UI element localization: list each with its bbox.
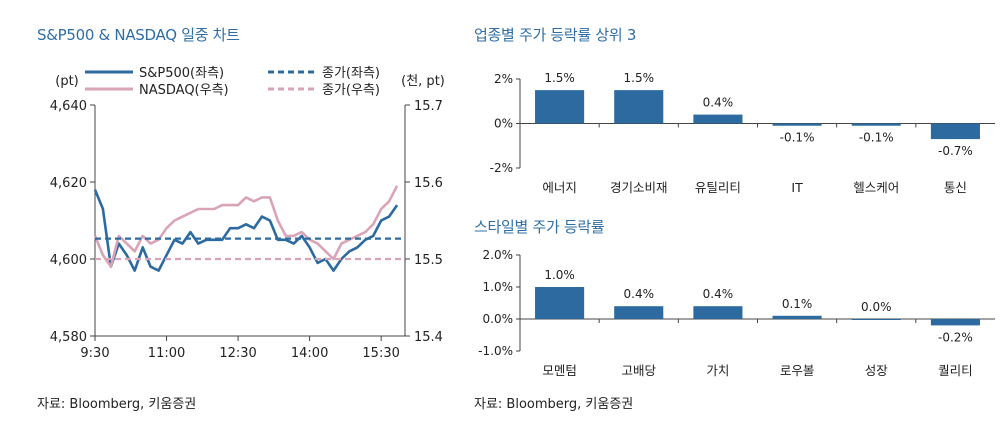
bar-y-tick-label: 2% xyxy=(494,72,513,86)
bar xyxy=(851,123,901,126)
left-chart-title: S&P500 & NASDAQ 일중 차트 xyxy=(37,26,240,44)
right-tick-label: 15.5 xyxy=(414,253,443,268)
legend-label: 종가(우측) xyxy=(322,83,380,98)
left-source-note: 자료: Bloomberg, 키움증권 xyxy=(37,397,197,412)
legend-label: S&P500(좌측) xyxy=(139,66,224,81)
bar-value-label: 0.1% xyxy=(782,297,813,311)
bar-value-label: 1.5% xyxy=(624,71,655,85)
right-tick-label: 15.6 xyxy=(414,176,443,191)
bar-category-label: IT xyxy=(791,180,803,195)
bar-value-label: -0.1% xyxy=(859,131,894,145)
left-unit-label: (pt) xyxy=(55,74,79,89)
right-source-note: 자료: Bloomberg, 키움증권 xyxy=(474,397,634,412)
bar-category-label: 가치 xyxy=(706,363,729,378)
right-unit-label: (천, pt) xyxy=(401,74,445,89)
right-tick-label: 15.4 xyxy=(414,330,443,345)
line-chart: 4,640 4,620 4,600 4,580 15.7 15.6 15.5 15.4 9:30… xyxy=(50,66,445,361)
bar-category-label: 헬스케어 xyxy=(853,180,899,195)
bar-value-label: 1.5% xyxy=(544,71,575,85)
bar-category-label: 퀄리티 xyxy=(938,363,973,378)
x-tick-label: 9:30 xyxy=(80,346,109,361)
bar xyxy=(535,287,585,319)
left-tick-label: 4,620 xyxy=(50,176,87,191)
bar-value-label: -0.1% xyxy=(780,131,815,145)
bar xyxy=(693,114,743,124)
x-tick-label: 11:00 xyxy=(148,346,185,361)
bar-category-label: 통신 xyxy=(944,180,967,195)
bar-value-label: 0.4% xyxy=(624,287,655,301)
legend-label: 종가(좌측) xyxy=(322,66,380,81)
sector-bar-chart: 2% 0% -2% 1.5% 에너지 1.5% 경기소비재 0.4% 유틸리티 -0.1% IT -0… xyxy=(490,71,995,195)
bar-value-label: 0.0% xyxy=(861,300,892,314)
style-chart-title: 스타일별 주가 등락률 xyxy=(474,218,605,236)
bar xyxy=(930,123,980,140)
bar-value-label: -0.2% xyxy=(938,330,973,344)
legend-label: NASDAQ(우측) xyxy=(139,83,229,98)
sp500-series-line xyxy=(93,189,399,272)
bar-y-tick-label: -2% xyxy=(490,161,513,175)
bar-category-label: 에너지 xyxy=(542,180,577,195)
bar xyxy=(614,90,664,124)
bar-value-label: 0.4% xyxy=(703,287,734,301)
right-tick-label: 15.7 xyxy=(414,99,443,114)
bar-value-label: 1.0% xyxy=(544,268,575,282)
bar-y-tick-label: 2.0% xyxy=(483,248,514,262)
bar-category-label: 로우볼 xyxy=(780,363,815,378)
bar xyxy=(614,306,664,319)
bar-category-label: 모멘텀 xyxy=(542,363,577,378)
bar-category-label: 성장 xyxy=(865,363,889,378)
bar xyxy=(693,306,743,319)
bar-category-label: 경기소비재 xyxy=(610,180,668,195)
bar-y-tick-label: -1.0% xyxy=(478,344,513,358)
bar xyxy=(851,319,901,320)
bar xyxy=(930,319,980,326)
style-bar-chart: 2.0% 1.0% 0.0% -1.0% 1.0% 모멘텀 0.4% 고배당 0.4% 가치 0.1… xyxy=(478,248,995,378)
x-tick-label: 12:30 xyxy=(219,346,256,361)
bar-category-label: 유틸리티 xyxy=(695,180,741,195)
bar xyxy=(772,315,822,319)
bar-y-tick-label: 0.0% xyxy=(483,312,514,326)
bar-value-label: -0.7% xyxy=(938,144,973,158)
bar xyxy=(772,123,822,126)
x-tick-label: 14:00 xyxy=(291,346,328,361)
left-tick-label: 4,640 xyxy=(50,99,87,114)
left-tick-label: 4,580 xyxy=(50,330,87,345)
bar-y-tick-label: 0% xyxy=(494,117,513,131)
x-tick-label: 15:30 xyxy=(362,346,399,361)
bar-y-tick-label: 1.0% xyxy=(483,280,514,294)
bar-category-label: 고배당 xyxy=(621,363,656,378)
left-tick-label: 4,600 xyxy=(50,253,87,268)
bar-value-label: 0.4% xyxy=(703,96,734,110)
bar xyxy=(535,90,585,124)
sector-chart-title: 업종별 주가 등락률 상위 3 xyxy=(474,26,637,44)
